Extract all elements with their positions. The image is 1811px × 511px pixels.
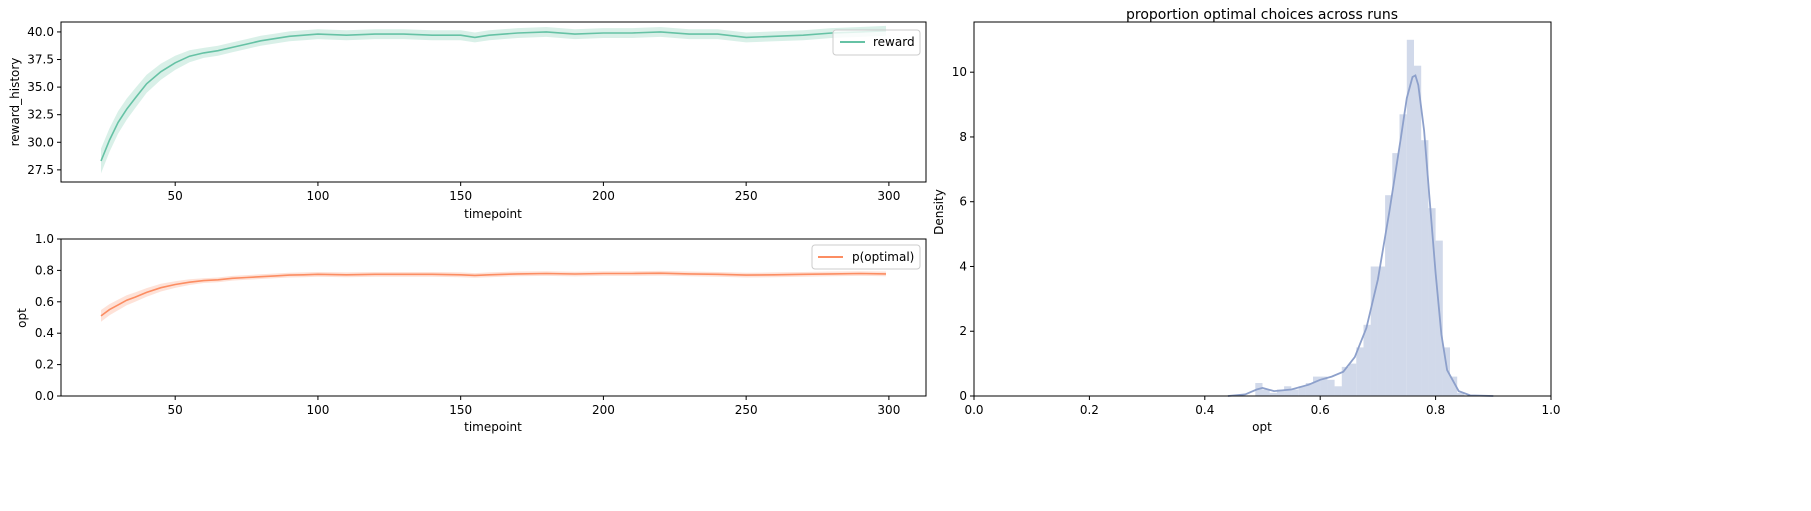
reward-xtick-label: 100 (306, 189, 329, 203)
histogram-bar (1341, 366, 1349, 396)
histogram-ytick-label: 6 (959, 195, 967, 209)
optimal-chart-ylabel: opt (15, 308, 29, 328)
optimal-ytick-label: 0.6 (35, 295, 54, 309)
optimal-xtick-label: 300 (877, 403, 900, 417)
histogram-bar (1327, 379, 1335, 396)
reward-legend-label: reward (873, 35, 915, 49)
histogram-bar (1392, 153, 1400, 396)
reward-ytick-label: 35.0 (27, 80, 54, 94)
histogram-ylabel: Density (932, 189, 946, 235)
histogram-xtick-label: 0.0 (964, 403, 983, 417)
optimal-xtick-label: 150 (449, 403, 472, 417)
histogram-bar (1370, 266, 1378, 396)
reward-xtick-label: 250 (735, 189, 758, 203)
reward-xtick-label: 150 (449, 189, 472, 203)
histogram-bar (1457, 392, 1465, 396)
histogram-bar (1377, 266, 1386, 396)
histogram-bar (1442, 347, 1450, 396)
histogram-bar (1406, 39, 1414, 397)
optimal-ytick-label: 0.2 (35, 358, 54, 372)
histogram-chart: proportion optimal choices across runs 0… (932, 7, 1561, 434)
histogram-title: proportion optimal choices across runs (1126, 7, 1398, 23)
histogram-axes (973, 21, 1552, 397)
histogram-bar (1385, 195, 1393, 396)
optimal-chart-axes (60, 238, 927, 397)
histogram-ytick-label: 0 (959, 389, 967, 403)
histogram-bar (1363, 324, 1371, 396)
optimal-chart: 50 100 150 200 250 300 0.0 0.2 0.4 0.6 0.8 1.0 tim… (15, 232, 927, 434)
optimal-series-line (100, 272, 887, 317)
optimal-ytick-label: 0.8 (35, 263, 54, 277)
optimal-ytick-label: 0.0 (35, 389, 54, 403)
reward-ytick-label: 27.5 (27, 163, 54, 177)
optimal-ytick-label: 0.4 (35, 326, 54, 340)
histogram-bar (1291, 389, 1299, 396)
reward-chart-xlabel: timepoint (464, 207, 522, 221)
reward-ytick-label: 32.5 (27, 108, 54, 122)
histogram-bar (1349, 363, 1357, 396)
optimal-xtick-label: 200 (592, 403, 615, 417)
optimal-xtick-label: 100 (306, 403, 329, 417)
histogram-bar (1305, 383, 1313, 396)
histogram-bar (1399, 114, 1407, 397)
histogram-xtick-label: 0.8 (1426, 403, 1445, 417)
histogram-bar (1298, 386, 1306, 396)
reward-ytick-label: 37.5 (27, 53, 54, 67)
histogram-bar (1450, 376, 1458, 396)
reward-chart-axes (60, 21, 927, 183)
histogram-ytick-label: 8 (959, 130, 967, 144)
histogram-bar (1284, 386, 1292, 396)
histogram-xtick-label: 0.4 (1195, 403, 1214, 417)
histogram-bar (1414, 65, 1422, 396)
optimal-ytick-label: 1.0 (35, 232, 54, 246)
reward-chart-legend: reward (832, 29, 921, 56)
optimal-xtick-label: 250 (735, 403, 758, 417)
optimal-xtick-label: 50 (168, 403, 183, 417)
reward-chart: 50 100 150 200 250 300 27.5 30.0 32.5 35.0 37.5 40… (8, 21, 927, 221)
histogram-bar (1334, 386, 1342, 396)
reward-ytick-label: 40.0 (27, 25, 54, 39)
histogram-bar (1356, 347, 1364, 396)
histogram-xtick-label: 0.2 (1080, 403, 1099, 417)
histogram-xlabel: opt (1252, 420, 1272, 434)
optimal-chart-xlabel: timepoint (464, 420, 522, 434)
histogram-bar (1421, 140, 1429, 396)
histogram-bar (1262, 389, 1270, 396)
reward-ytick-label: 30.0 (27, 135, 54, 149)
histogram-bar (1320, 376, 1328, 396)
histogram-ytick-label: 2 (959, 324, 967, 338)
reward-xtick-label: 50 (168, 189, 183, 203)
histogram-ytick-label: 4 (959, 259, 967, 273)
histogram-xtick-label: 0.6 (1311, 403, 1330, 417)
histogram-ytick-label: 10 (952, 65, 967, 79)
optimal-legend-label: p(optimal) (852, 250, 914, 264)
reward-series-line (100, 30, 887, 162)
histogram-bar (1276, 389, 1285, 396)
kde-curve (1227, 74, 1494, 397)
reward-xtick-label: 200 (592, 189, 615, 203)
optimal-confidence-band (101, 270, 886, 322)
reward-xtick-label: 300 (877, 189, 900, 203)
optimal-chart-legend: p(optimal) (811, 244, 921, 270)
histogram-bar (1428, 208, 1436, 396)
histogram-bar (1269, 392, 1277, 396)
reward-chart-ylabel: reward_history (8, 58, 22, 147)
histogram-bar (1313, 376, 1321, 396)
histogram-xtick-label: 1.0 (1541, 403, 1560, 417)
